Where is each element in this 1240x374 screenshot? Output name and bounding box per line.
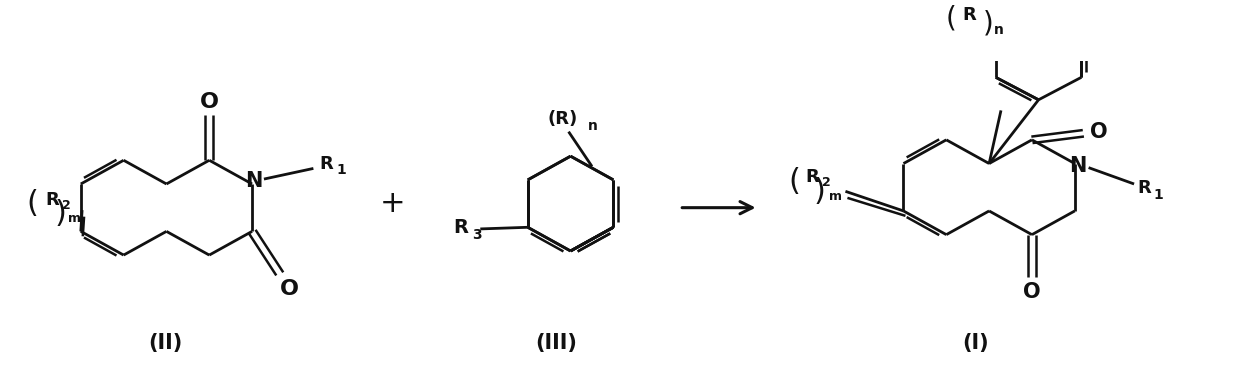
Text: +: + (379, 189, 405, 218)
Text: (III): (III) (534, 332, 577, 353)
Text: (I): (I) (962, 332, 990, 353)
Text: ): ) (813, 177, 826, 206)
Text: (R): (R) (548, 110, 578, 128)
Text: m: m (830, 190, 842, 203)
Text: ): ) (982, 9, 993, 37)
Text: R: R (320, 155, 334, 174)
Text: ): ) (55, 199, 66, 228)
Text: 1: 1 (1154, 188, 1163, 202)
Text: R: R (1137, 179, 1151, 197)
Text: R: R (46, 190, 60, 208)
Text: R: R (962, 6, 976, 24)
Text: 3: 3 (472, 229, 482, 242)
Text: (II): (II) (148, 332, 182, 353)
Text: (: ( (27, 189, 38, 218)
Text: R: R (805, 168, 818, 186)
Text: 2: 2 (822, 176, 831, 189)
Text: (: ( (946, 4, 956, 33)
Text: 2: 2 (62, 199, 71, 212)
Text: O: O (200, 92, 218, 112)
Text: n: n (588, 119, 598, 133)
Text: N: N (246, 171, 263, 191)
Text: m: m (68, 212, 81, 225)
Text: O: O (1023, 282, 1040, 302)
Text: N: N (1069, 156, 1086, 176)
Text: (: ( (789, 167, 800, 196)
Text: n: n (993, 23, 1003, 37)
Text: O: O (1090, 122, 1109, 142)
Text: R: R (453, 218, 467, 237)
Text: O: O (280, 279, 299, 298)
Text: 1: 1 (336, 163, 346, 177)
